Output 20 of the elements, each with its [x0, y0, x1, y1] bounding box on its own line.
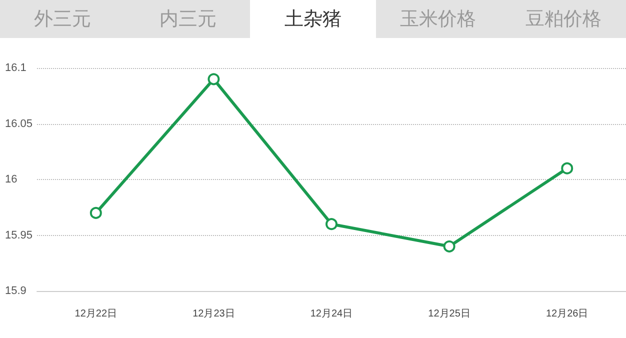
y-tick-label: 16.05: [5, 118, 33, 130]
point: [208, 73, 220, 86]
y-tick-label: 15.9: [5, 285, 26, 297]
text: 土杂猪: [250, 0, 376, 38]
y-tick-label: 16: [5, 174, 18, 186]
text: 豆粕价格: [524, 7, 602, 32]
y-tick-label: 16.1: [5, 62, 26, 74]
x-tick-label: 12月24日: [310, 308, 353, 320]
text: 玉米价格: [399, 7, 478, 32]
point: [561, 162, 574, 174]
text: 外三元: [33, 7, 92, 32]
point: [443, 240, 456, 252]
x-tick-label: 12月25日: [428, 308, 470, 320]
x-tick-label: 12月23日: [192, 308, 235, 320]
text: 内三元: [158, 7, 218, 32]
x-tick-label: 12月26日: [546, 308, 588, 320]
y-tick-label: 15.95: [5, 229, 33, 242]
x-tick-label: 12月22日: [74, 308, 118, 320]
point: [326, 218, 338, 230]
point: [90, 206, 102, 219]
